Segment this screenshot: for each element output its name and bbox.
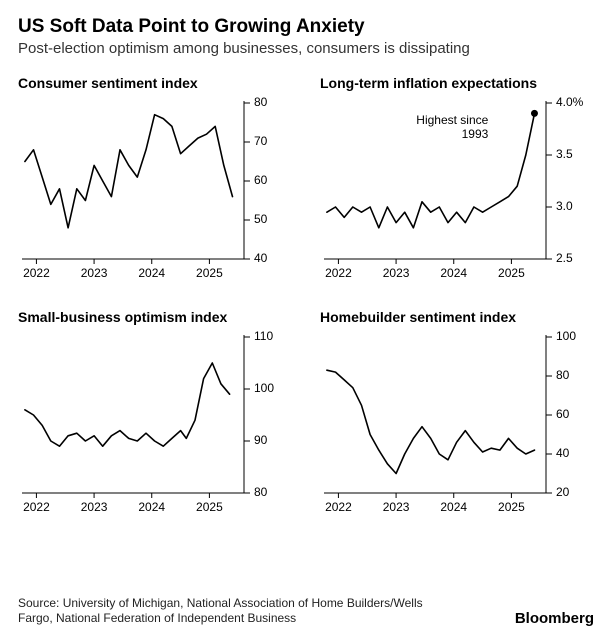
y-tick-label: 40 bbox=[556, 446, 570, 460]
y-tick-label: 40 bbox=[254, 251, 268, 265]
annotation-marker bbox=[531, 110, 538, 117]
panel-homebuilder: Homebuilder sentiment index 204060801002… bbox=[320, 309, 594, 521]
charts-grid: Consumer sentiment index 405060708020222… bbox=[18, 75, 594, 521]
data-line bbox=[25, 115, 233, 228]
annotation-text: 1993 bbox=[462, 127, 489, 141]
y-tick-label: 20 bbox=[556, 485, 570, 499]
chart-svg: 20 40 60 80 100 2022 2023 2024 2025 bbox=[320, 331, 588, 521]
y-tick-label: 3.0 bbox=[556, 199, 573, 213]
x-tick-label: 2023 bbox=[81, 266, 108, 280]
chart-svg-wrap: 20 40 60 80 100 2022 2023 2024 2025 bbox=[320, 331, 588, 521]
x-tick-label: 2023 bbox=[383, 266, 410, 280]
panel-title: Homebuilder sentiment index bbox=[320, 309, 594, 325]
panel-title: Small-business optimism index bbox=[18, 309, 292, 325]
y-tick-label: 2.5 bbox=[556, 251, 573, 265]
chart-svg-wrap: 80 90 100 110 2022 2023 2024 2025 bbox=[18, 331, 286, 521]
y-tick-label: 80 bbox=[254, 97, 268, 109]
data-line bbox=[25, 363, 230, 446]
footer: Source: University of Michigan, National… bbox=[18, 596, 594, 627]
y-tick-label: 70 bbox=[254, 134, 268, 148]
annotation-text: Highest since bbox=[416, 113, 488, 127]
y-tick-label: 100 bbox=[556, 331, 576, 343]
x-tick-label: 2023 bbox=[81, 500, 108, 514]
x-tick-label: 2024 bbox=[138, 500, 165, 514]
y-tick-label: 80 bbox=[556, 368, 570, 382]
x-tick-label: 2025 bbox=[196, 500, 223, 514]
x-tick-label: 2024 bbox=[138, 266, 165, 280]
x-tick-label: 2025 bbox=[498, 266, 525, 280]
x-tick-label: 2024 bbox=[440, 266, 467, 280]
x-tick-label: 2022 bbox=[23, 500, 50, 514]
chart-page: US Soft Data Point to Growing Anxiety Po… bbox=[0, 0, 612, 639]
chart-svg: 40 50 60 70 80 2022 2023 2024 2025 bbox=[18, 97, 286, 287]
x-tick-label: 2022 bbox=[23, 266, 50, 280]
x-tick-label: 2022 bbox=[325, 266, 352, 280]
y-tick-label: 110 bbox=[254, 331, 273, 343]
y-tick-label: 3.5 bbox=[556, 147, 573, 161]
brand-label: Bloomberg bbox=[515, 610, 594, 627]
y-tick-label: 60 bbox=[254, 173, 268, 187]
y-tick-label: 80 bbox=[254, 485, 268, 499]
y-tick-label: 100 bbox=[254, 381, 274, 395]
data-line bbox=[327, 113, 535, 227]
page-title: US Soft Data Point to Growing Anxiety bbox=[18, 16, 594, 38]
y-tick-label: 50 bbox=[254, 212, 268, 226]
page-subtitle: Post-election optimism among businesses,… bbox=[18, 40, 594, 57]
y-tick-label: 4.0% bbox=[556, 97, 584, 109]
source-text: Source: University of Michigan, National… bbox=[18, 596, 448, 627]
chart-svg-wrap: 40 50 60 70 80 2022 2023 2024 2025 bbox=[18, 97, 286, 287]
x-tick-label: 2023 bbox=[383, 500, 410, 514]
data-line bbox=[327, 370, 535, 473]
panel-small-business: Small-business optimism index 80 90 100 110… bbox=[18, 309, 292, 521]
y-tick-label: 90 bbox=[254, 433, 268, 447]
x-tick-label: 2025 bbox=[196, 266, 223, 280]
panel-inflation-expectations: Long-term inflation expectations 2.5 3.0 3… bbox=[320, 75, 594, 287]
chart-svg: 2.5 3.0 3.5 4.0% 2022 2023 2024 2025 Highest sin… bbox=[320, 97, 588, 287]
x-tick-label: 2022 bbox=[325, 500, 352, 514]
chart-svg-wrap: 2.5 3.0 3.5 4.0% 2022 2023 2024 2025 Highest sin… bbox=[320, 97, 588, 287]
y-tick-label: 60 bbox=[556, 407, 570, 421]
panel-title: Long-term inflation expectations bbox=[320, 75, 594, 91]
panel-consumer-sentiment: Consumer sentiment index 40 50 60 70 80 2022 2… bbox=[18, 75, 292, 287]
panel-title: Consumer sentiment index bbox=[18, 75, 292, 91]
chart-svg: 80 90 100 110 2022 2023 2024 2025 bbox=[18, 331, 286, 521]
x-tick-label: 2024 bbox=[440, 500, 467, 514]
x-tick-label: 2025 bbox=[498, 500, 525, 514]
